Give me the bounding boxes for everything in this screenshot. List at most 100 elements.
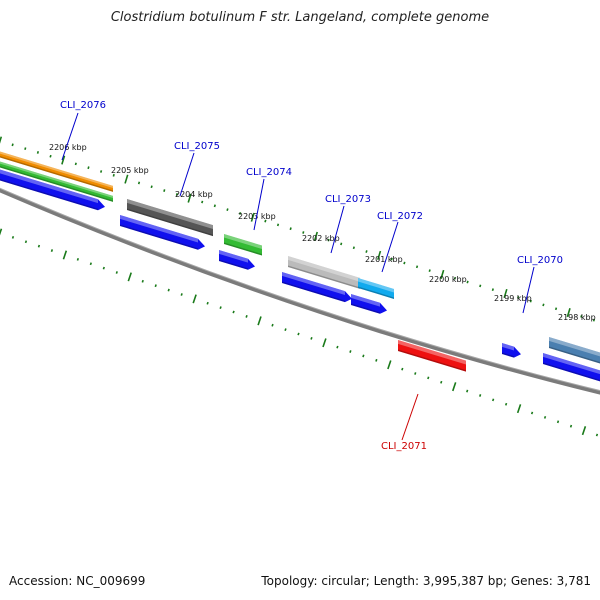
gene-bar-steel-blue[interactable] xyxy=(549,337,600,367)
minor-tick xyxy=(163,189,166,192)
minor-tick xyxy=(440,380,443,384)
minor-tick xyxy=(11,235,15,239)
major-tick xyxy=(257,316,262,326)
cds-arrow-2076-shine xyxy=(0,168,98,204)
minor-tick xyxy=(491,398,495,402)
cds-arrow-2073-shade xyxy=(282,281,345,303)
minor-tick xyxy=(213,204,216,208)
minor-tick xyxy=(264,219,267,223)
cds-arrow-2069-body xyxy=(543,353,600,382)
minor-tick xyxy=(375,358,378,362)
minor-tick xyxy=(74,162,77,166)
gene-leader-line xyxy=(253,178,265,231)
gene-bar-cyan-body xyxy=(358,278,394,299)
ruler-label: 2199 kbp xyxy=(494,294,532,303)
ruler-label: 2204 kbp xyxy=(175,190,213,199)
gene-bar-green-2-body xyxy=(224,234,262,256)
minor-tick xyxy=(479,284,482,288)
minor-tick xyxy=(595,433,599,437)
major-tick xyxy=(377,250,382,260)
cds-arrow-2069[interactable] xyxy=(543,353,600,384)
minor-tick xyxy=(415,265,419,269)
gene-bar-cyan[interactable] xyxy=(358,278,394,299)
major-tick xyxy=(503,288,508,299)
map-title: Clostridium botulinum F str. Langeland, … xyxy=(110,10,490,25)
cds-arrow-2072[interactable] xyxy=(351,294,387,316)
gene-label-cli_2075[interactable]: CLI_2075 xyxy=(174,141,220,152)
ruler-label: 2201 kbp xyxy=(365,255,403,264)
gene-bar-orange-shade xyxy=(0,154,113,192)
gene-label-cli_2071[interactable]: CLI_2071 xyxy=(381,441,427,452)
minor-tick xyxy=(466,389,469,393)
gene-bar-green-2[interactable] xyxy=(224,234,262,256)
gene-bar-green-shine xyxy=(0,160,113,198)
gene-bar-orange[interactable] xyxy=(0,150,113,192)
gene-label-cli_2076[interactable]: CLI_2076 xyxy=(60,100,106,111)
minor-tick xyxy=(365,250,368,253)
minor-tick xyxy=(556,420,560,424)
minor-tick xyxy=(327,238,330,242)
cds-arrow-2076[interactable] xyxy=(0,168,105,212)
cds-arrow-2070-body xyxy=(502,343,521,358)
minor-tick xyxy=(569,424,573,428)
gene-label-cli_2074[interactable]: CLI_2074 xyxy=(246,167,292,178)
major-tick xyxy=(387,360,392,370)
minor-tick xyxy=(154,284,157,288)
gene-bar-dark-gray[interactable] xyxy=(127,199,213,237)
cds-arrow-2076-body xyxy=(0,168,105,211)
gene-leader-line xyxy=(401,393,419,441)
cds-arrow-2074-body xyxy=(219,250,255,270)
gene-bar-green-2-shade xyxy=(224,242,262,256)
minor-tick xyxy=(150,185,153,189)
gene-label-cli_2070[interactable]: CLI_2070 xyxy=(517,255,563,266)
cds-arrow-2075-body xyxy=(120,215,205,250)
minor-tick xyxy=(76,257,80,261)
minor-tick xyxy=(310,336,313,340)
minor-tick xyxy=(340,242,343,246)
ruler-label: 2200 kbp xyxy=(429,275,467,284)
minor-tick xyxy=(37,244,41,248)
ruler-label: 2198 kbp xyxy=(558,313,596,322)
gene-label-cli_2073[interactable]: CLI_2073 xyxy=(325,194,371,205)
major-tick xyxy=(192,294,197,304)
minor-tick xyxy=(115,271,118,274)
cds-arrow-2075[interactable] xyxy=(120,215,205,252)
genome-backbone xyxy=(0,188,600,395)
cds-arrow-2074-shade xyxy=(219,259,248,270)
gene-bar-light-gray[interactable] xyxy=(288,256,360,289)
minor-tick xyxy=(245,315,248,318)
gene-leader-line xyxy=(61,112,79,161)
minor-tick xyxy=(180,293,183,296)
minor-tick xyxy=(219,306,222,310)
gene-bar-green[interactable] xyxy=(0,160,113,202)
minor-tick xyxy=(479,394,482,397)
minor-tick xyxy=(362,354,365,358)
minor-tick xyxy=(141,279,144,283)
minor-tick xyxy=(87,166,90,170)
minor-tick xyxy=(24,240,28,244)
cds-arrow-2070[interactable] xyxy=(502,343,521,360)
genome-backbone-highlight xyxy=(0,187,600,392)
cds-arrow-2075-shade xyxy=(120,224,198,250)
gene-bar-red[interactable] xyxy=(398,340,466,372)
topology-text: Topology: circular; Length: 3,995,387 bp… xyxy=(261,574,591,588)
gene-bar-light-gray-shine xyxy=(288,256,360,282)
minor-tick xyxy=(530,411,534,415)
cds-arrow-2073[interactable] xyxy=(282,272,352,304)
gene-bar-green-body xyxy=(0,160,113,202)
gene-bar-dark-gray-body xyxy=(127,199,213,237)
cds-arrow-2074[interactable] xyxy=(219,250,255,272)
cds-arrow-2072-shine xyxy=(351,294,380,307)
minor-tick xyxy=(112,173,115,177)
minor-tick xyxy=(414,372,417,375)
major-tick xyxy=(127,272,132,282)
major-tick xyxy=(250,212,255,222)
major-tick xyxy=(322,338,327,348)
gene-label-cli_2072[interactable]: CLI_2072 xyxy=(377,211,423,222)
minor-tick xyxy=(102,266,105,270)
gene-bar-cyan-shine xyxy=(358,278,394,293)
minor-tick xyxy=(297,332,300,336)
minor-tick xyxy=(226,208,229,212)
gene-bar-light-gray-shade xyxy=(288,265,360,289)
